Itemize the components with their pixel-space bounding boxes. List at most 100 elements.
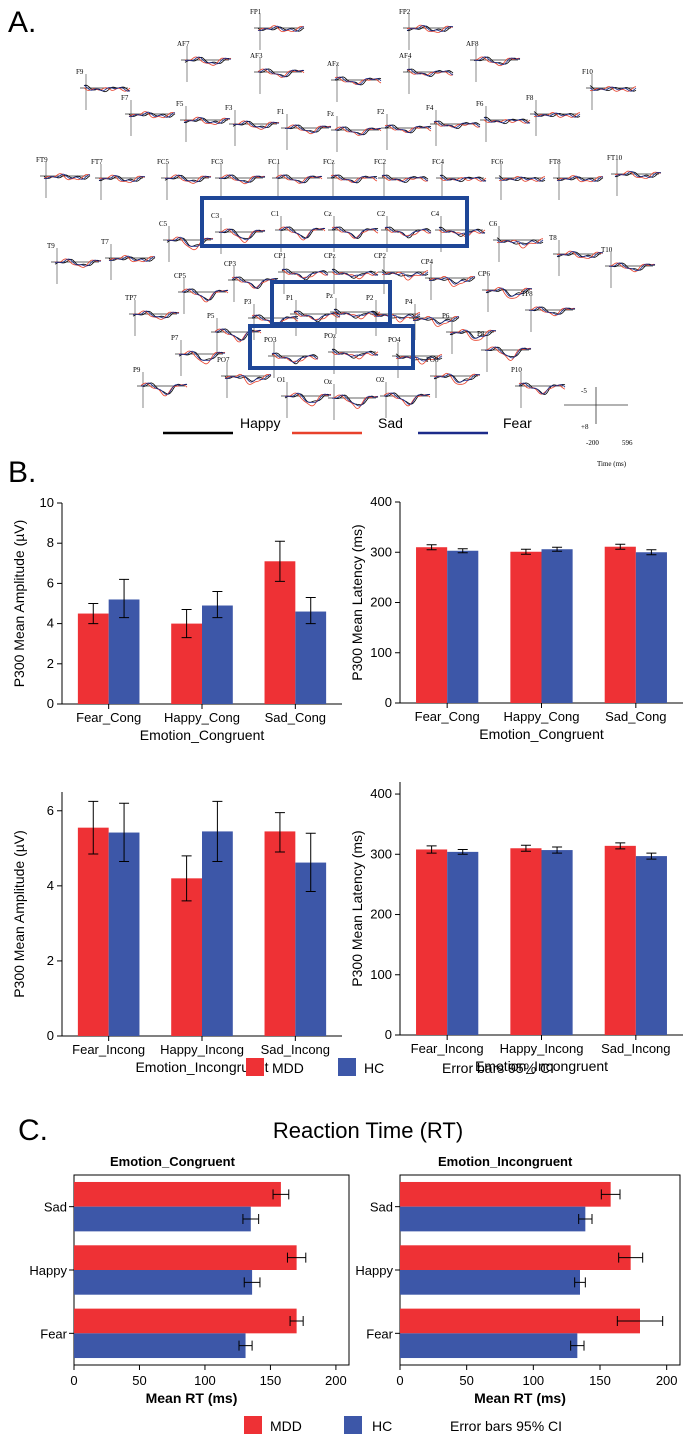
bar-hc [541,850,573,1035]
error-bar [600,1189,621,1200]
electrode-cp5: CP5 [174,272,229,314]
electrode-label: P6 [442,312,450,320]
electrode-label: AF3 [250,52,263,60]
bar-mdd [400,1308,640,1334]
y-tick-label: 100 [370,645,392,660]
y-tick-label: 4 [47,878,54,893]
y-tick-label: 0 [385,1027,392,1042]
electrode-p9: P9 [133,366,188,408]
legend-b-hc: HC [364,1060,384,1076]
erp-trace [141,382,188,395]
electrode-f9: F9 [76,68,131,110]
erp-trace [533,112,581,118]
bar-mdd [604,845,636,1035]
electrode-fc5: FC5 [157,158,212,200]
bar-hc [400,1333,578,1359]
bar-hc [447,550,479,703]
error-bar [646,852,657,860]
panel-letter-c: C. [18,1114,48,1147]
electrode-label: FP1 [250,8,262,16]
legend-b-hc-swatch [338,1058,356,1076]
y-tick-label: Sad [370,1200,393,1215]
bar-hc [202,831,233,1036]
electrode-c3: C3 [211,212,266,254]
scale-left: -200 [586,439,599,447]
electrode-label: P9 [133,366,141,374]
electrode-label: Cz [324,210,332,218]
erp-trace [132,310,180,320]
erp-trace [485,346,532,361]
electrode-po4: PO4 [388,336,443,378]
error-bar [520,844,531,852]
legend-b: MDD HC Error bars 95% CI [246,1058,554,1076]
x-tick-label: 200 [325,1373,347,1388]
erp-trace [383,392,431,405]
erp-trace [433,373,481,383]
error-bar [274,812,285,853]
bar-hc [447,851,479,1035]
electrode-p1: P1 [286,294,341,336]
bar-mdd [74,1245,297,1270]
error-bar [618,1252,644,1263]
electrode-label: FT10 [607,154,623,162]
x-tick-label: Fear_Incong [411,1041,484,1056]
y-tick-label: 300 [370,846,392,861]
electrode-ft10: FT10 [607,154,662,196]
erp-trace [231,276,279,289]
erp-trace [439,175,487,182]
erp-trace [528,306,576,316]
electrode-label: PO7 [217,356,230,364]
erp-trace [428,276,476,285]
electrode-p7: P7 [171,334,226,376]
error-bar [238,1340,253,1351]
erp-trace [284,392,332,403]
electrode-t7: T7 [101,238,156,280]
erp-trace [54,258,102,268]
electrode-label: FCz [323,158,335,166]
electrode-label: AFz [327,60,339,68]
electrode-label: C4 [431,210,440,218]
error-bar [88,603,99,625]
electrode-label: T7 [101,238,109,246]
x-axis-title: Mean RT (ms) [146,1390,238,1406]
erp-trace [383,392,431,407]
electrode-label: C5 [159,220,168,228]
x-tick-label: 0 [70,1373,77,1388]
erp-trace [498,176,546,182]
scale-top: -5 [581,387,587,395]
erp-trace [395,355,443,362]
roi-boxes [200,196,469,370]
x-tick-label: Sad_Cong [265,710,326,725]
erp-trace [333,311,381,320]
erp-trace [276,174,323,184]
chart-latency-incongruent: 0 100 200 300 400 Fear_Incong Happy_Incong Sad_… [349,782,683,1074]
electrode-label: O1 [277,376,286,384]
erp-trace [556,250,604,259]
erp-trace [498,175,546,182]
electrode-po7: PO7 [217,356,272,398]
electrode-f7: F7 [121,94,176,136]
erp-trace [433,121,481,128]
panel-letter-b: B. [8,456,36,489]
electrode-label: CP3 [224,260,237,268]
erp-trace [257,25,305,32]
erp-trace [284,124,332,134]
erp-trace [279,226,326,239]
electrode-ft9: FT9 [36,156,91,198]
erp-trace [439,177,487,182]
error-bar [212,590,223,619]
bar-mdd [400,1245,631,1270]
electrode-cp2: CP2 [374,252,429,294]
electrode-label: CP1 [274,252,287,260]
error-bar [181,609,192,639]
electrode-f3: F3 [225,104,280,146]
electrode-ft8: FT8 [549,158,604,200]
erp-trace [331,226,379,239]
y-tick-label: 0 [47,1028,54,1043]
x-tick-label: 50 [132,1373,146,1388]
erp-trace [164,174,212,183]
erp-trace [98,174,146,182]
bar-hc [400,1270,580,1295]
erp-trace [132,310,180,319]
erp-trace [219,228,266,243]
